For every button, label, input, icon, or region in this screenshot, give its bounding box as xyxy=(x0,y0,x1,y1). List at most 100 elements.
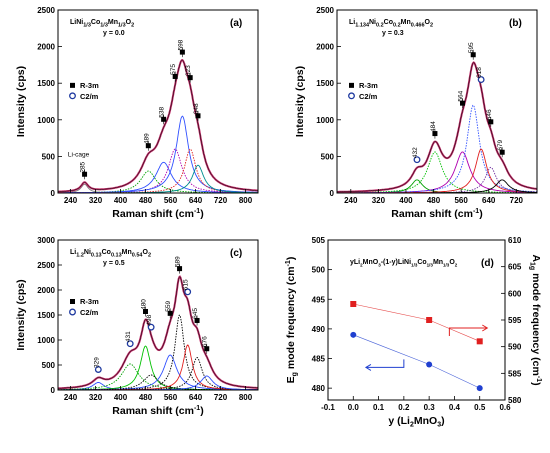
y-tick-label: 485 xyxy=(312,355,326,364)
peak-label-285: 285 xyxy=(80,161,87,172)
peak-marker-615 xyxy=(184,288,192,296)
x-tick-label: 800 xyxy=(239,393,253,402)
peak-label-598: 598 xyxy=(177,39,184,50)
y-tick-label: 2500 xyxy=(37,6,55,15)
y-tick-label: 1000 xyxy=(316,116,334,125)
x-axis-label: Raman shift (cm-1) xyxy=(112,208,203,220)
plot-frame xyxy=(336,9,538,194)
y-tick-label: 505 xyxy=(312,236,326,245)
x-tick-label: 400 xyxy=(114,196,128,205)
peak-label-432: 432 xyxy=(412,147,419,158)
right-axis-arrowhead xyxy=(482,324,489,332)
panel-c: 240 320 400 480 560 640 720 800 0 500 1000 1500 2000… xyxy=(15,236,259,417)
x-tick-label: 320 xyxy=(89,196,103,205)
panel-label: (d) xyxy=(481,258,494,269)
x-axis-label: Raman shift (cm-1) xyxy=(112,405,203,417)
y-tick-label: 495 xyxy=(312,295,326,304)
x-axis-label: y (Li2MnO3) xyxy=(388,415,444,429)
series-line-right xyxy=(353,303,480,342)
y2-axis-label: A1g mode frequency (cm-1) xyxy=(529,254,543,385)
y-tick-label: 500 xyxy=(42,361,56,370)
panel-d: -0.1 0.0 0.1 0.2 0.3 0.4 0.5 0.6 480 485 490 495 500… xyxy=(285,236,542,429)
peak-label-538: 538 xyxy=(159,106,166,117)
x-tick-label: -0.1 xyxy=(321,403,335,412)
x-tick-label: 240 xyxy=(64,196,78,205)
y-tick-label: 500 xyxy=(321,152,335,161)
x-tick-label: 720 xyxy=(510,196,524,205)
legend-entry-r3m: R-3m xyxy=(80,297,99,306)
y2-tick-label: 580 xyxy=(508,396,522,405)
peak-label-480: 480 xyxy=(141,299,148,310)
y-tick-label: 2500 xyxy=(316,6,334,15)
peak-label-623: 623 xyxy=(185,65,192,76)
x-tick-label: 640 xyxy=(189,196,203,205)
peak-label-564: 564 xyxy=(458,90,465,101)
peak-label-559: 559 xyxy=(165,301,172,312)
peak-marker-432 xyxy=(413,156,421,164)
x-tick-label: 240 xyxy=(344,196,358,205)
right-axis-arrow xyxy=(448,327,488,336)
x-axis-label: Raman shift (cm-1) xyxy=(391,208,482,220)
legend-entry-c2m: C2/m xyxy=(80,92,99,101)
peak-marker-431 xyxy=(126,340,134,348)
envelope-curve xyxy=(58,275,258,390)
legend-square-marker xyxy=(70,299,75,304)
y-tick-label: 490 xyxy=(312,325,326,334)
peak-label-679: 679 xyxy=(497,139,504,150)
component-curve-431 xyxy=(58,363,258,390)
data-point-right xyxy=(350,301,357,307)
measured-spectrum xyxy=(58,276,258,389)
component-curve-285 xyxy=(58,183,258,193)
x-tick-label: 560 xyxy=(164,196,178,205)
y-tick-label: 1500 xyxy=(37,311,55,320)
peak-label-431: 431 xyxy=(125,331,132,342)
x-tick-label: 320 xyxy=(89,393,103,402)
x-tick-label: 0.3 xyxy=(424,403,436,412)
panel-b: 240 320 400 480 560 640 720 0 500 1000 1500 2000 250… xyxy=(294,6,538,220)
left-axis-arrowhead xyxy=(364,363,372,371)
x-tick-label: 240 xyxy=(64,393,78,402)
measured-spectrum xyxy=(58,59,258,192)
peak-label-589: 589 xyxy=(175,256,182,267)
y-tick-label: 2000 xyxy=(37,43,55,52)
legend-square-marker xyxy=(70,82,75,88)
x-tick-label: 400 xyxy=(399,196,413,205)
y-axis-label: Eg mode frequency (cm-1) xyxy=(285,257,299,384)
legend-entry-r3m: R-3m xyxy=(80,81,99,90)
peak-marker-618 xyxy=(477,76,485,84)
peak-marker-329 xyxy=(94,366,102,373)
panel-label: (c) xyxy=(230,248,242,259)
peak-label-489: 489 xyxy=(143,133,150,144)
y-tick-label: 1500 xyxy=(37,79,55,88)
peak-label-595: 595 xyxy=(468,42,475,53)
x-tick-label: 560 xyxy=(164,393,178,402)
x-tick-label: 400 xyxy=(114,393,128,402)
peak-label-615: 615 xyxy=(183,279,190,290)
composition-label: Li1.2Ni0.13Co0.13Mn0.54O2 xyxy=(70,249,151,259)
series-line-left xyxy=(353,334,480,389)
data-point-right xyxy=(426,317,433,323)
peak-label-618: 618 xyxy=(476,67,483,78)
x-tick-label: 0.4 xyxy=(449,403,461,412)
y-tick-label: 500 xyxy=(312,266,326,275)
y-note: y = 0.0 xyxy=(103,30,125,37)
peak-label-575: 575 xyxy=(170,64,177,75)
peak-label-676: 676 xyxy=(202,336,209,347)
y-tick-label: 1500 xyxy=(316,79,334,88)
peak-label-645: 645 xyxy=(192,308,199,319)
y-axis-label: Intensity (cps) xyxy=(15,279,27,350)
left-axis-arrow xyxy=(365,359,405,368)
data-point-left xyxy=(476,385,483,392)
envelope-curve xyxy=(58,59,258,193)
y-tick-label: 0 xyxy=(51,189,56,198)
y-tick-label: 480 xyxy=(312,384,326,393)
legend-circle-marker xyxy=(69,308,76,316)
y2-tick-label: 590 xyxy=(508,343,522,352)
y-tick-label: 2500 xyxy=(37,261,55,270)
y-tick-label: 0 xyxy=(51,386,56,395)
x-tick-label: 720 xyxy=(214,196,228,205)
annotation-li-cage: Li-cage xyxy=(68,151,90,158)
y-note: y = 0.3 xyxy=(382,30,404,37)
legend-circle-marker xyxy=(69,92,76,100)
panel-a: 240 320 400 480 560 640 720 800 0 500 1000 1500 2000… xyxy=(15,6,259,220)
